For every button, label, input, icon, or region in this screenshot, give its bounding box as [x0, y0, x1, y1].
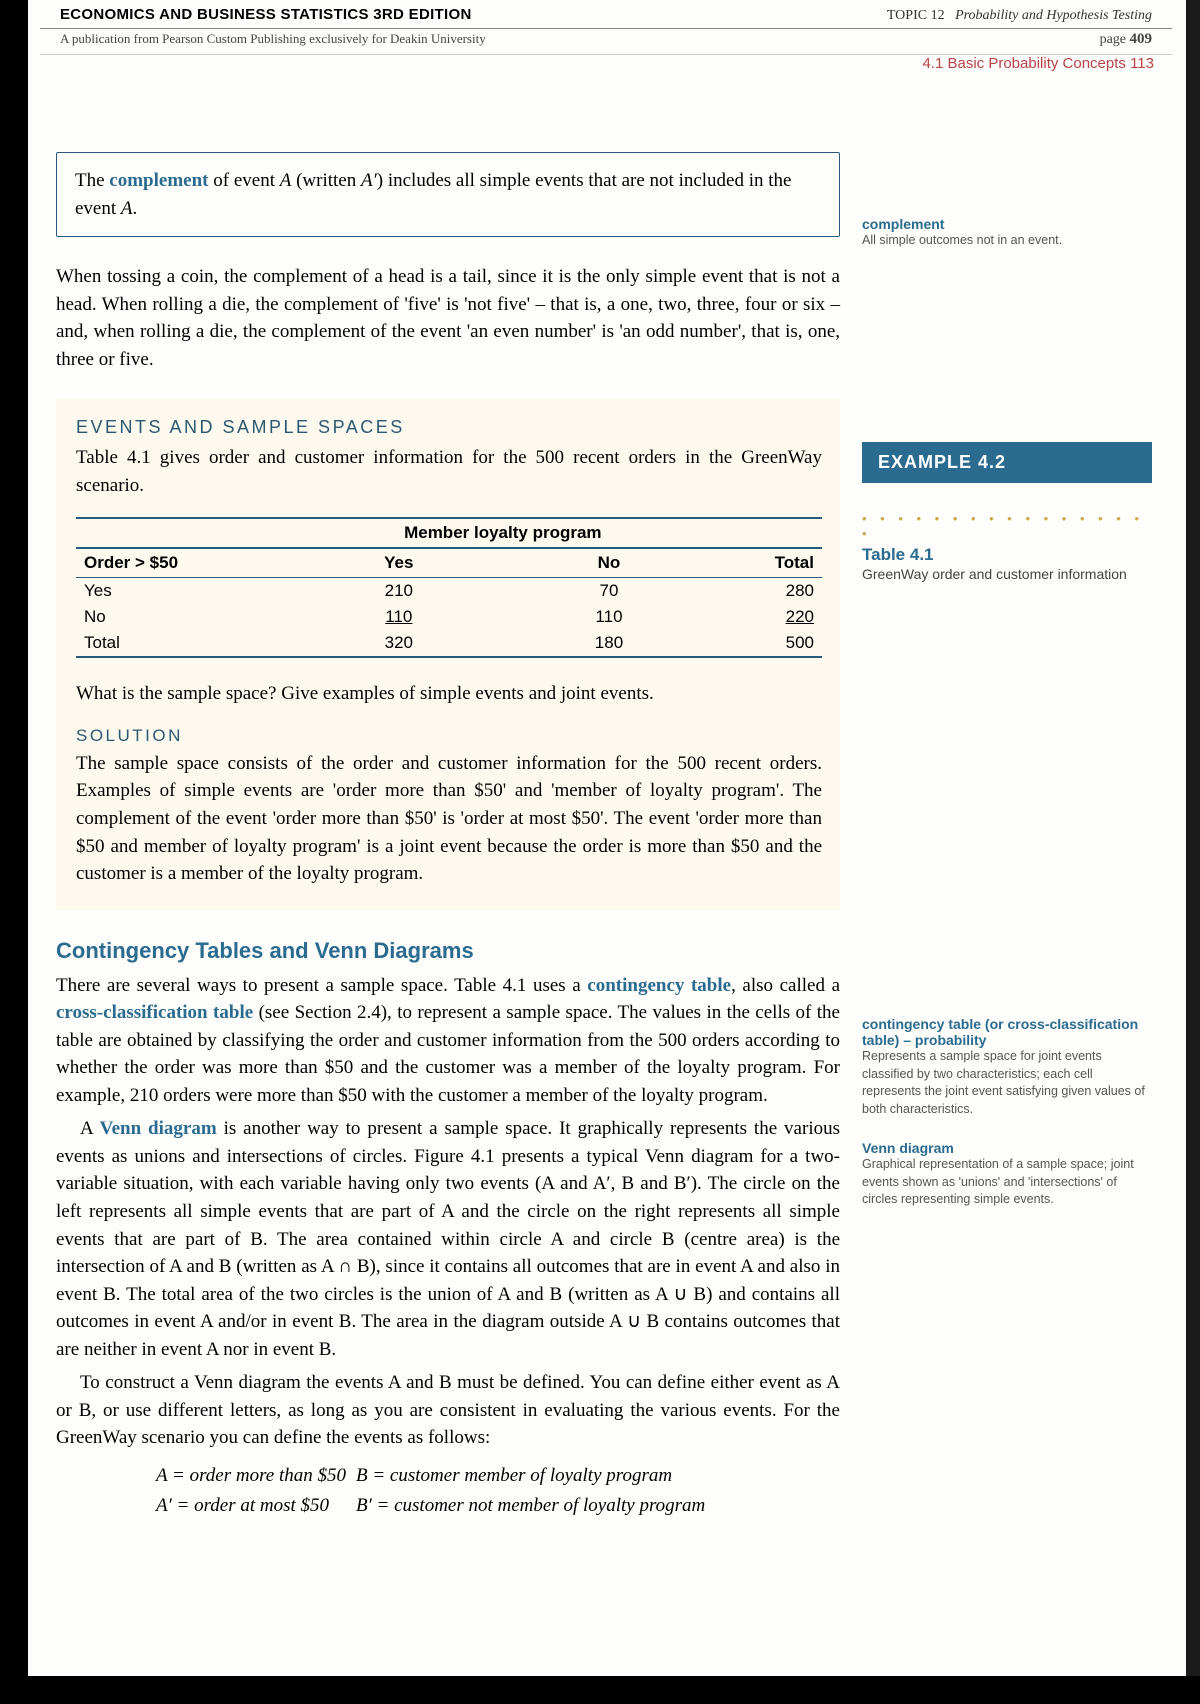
definition-box: The complement of event A (written A′) i… [56, 152, 840, 237]
main-column: The complement of event A (written A′) i… [56, 152, 840, 1523]
page-indicator: page 409 [1100, 31, 1152, 48]
table-row: Yes 210 70 280 [76, 578, 822, 605]
event-definitions: A = order more than $50 B = customer mem… [56, 1462, 840, 1521]
example-heading: EVENTS AND SAMPLE SPACES [76, 417, 822, 438]
example-intro: Table 4.1 gives order and customer infor… [76, 444, 822, 499]
def-B-prime: B′ = customer not member of loyalty prog… [356, 1492, 840, 1521]
table-header-row: Order > $50 Yes No Total [76, 548, 822, 578]
margin-def: All simple outcomes not in an event. [862, 232, 1152, 250]
col-total: Total [713, 548, 822, 578]
table-superheader: Member loyalty program [293, 518, 713, 548]
row-header-label: Order > $50 [76, 548, 293, 578]
running-subheader: A publication from Pearson Custom Publis… [40, 29, 1172, 55]
table-superheader-row: Member loyalty program [76, 518, 822, 548]
page-label: page [1100, 32, 1126, 47]
term-contingency-table: contingency table [587, 975, 731, 996]
construct-venn-para: To construct a Venn diagram the events A… [56, 1369, 840, 1452]
para-coin-example: When tossing a coin, the complement of a… [56, 263, 840, 373]
example-block: EVENTS AND SAMPLE SPACES Table 4.1 gives… [56, 399, 840, 909]
table-row: No 110 110 220 [76, 604, 822, 630]
margin-table-caption: Table 4.1 GreenWay order and customer in… [862, 545, 1152, 585]
term-cross-classification-table: cross-classification table [56, 1002, 253, 1023]
margin-def: Represents a sample space for joint even… [862, 1048, 1152, 1118]
page: ECONOMICS AND BUSINESS STATISTICS 3RD ED… [0, 0, 1200, 1704]
margin-term: complement [862, 216, 1152, 232]
topic-prefix: TOPIC 12 [887, 8, 945, 23]
example-badge: EXAMPLE 4.2 [862, 442, 1152, 483]
scan-edge-right [1186, 0, 1200, 1704]
margin-term: contingency table (or cross-classificati… [862, 1016, 1152, 1048]
def-B: B = customer member of loyalty program [356, 1462, 840, 1491]
topic-line: TOPIC 12 Probability and Hypothesis Test… [887, 8, 1152, 24]
margin-def-contingency: contingency table (or cross-classificati… [862, 1016, 1152, 1118]
table-caption: GreenWay order and customer information [862, 565, 1152, 585]
margin-def-complement: complement All simple outcomes not in an… [862, 216, 1152, 250]
contingency-para: There are several ways to present a samp… [56, 972, 840, 1110]
subsection-title: Contingency Tables and Venn Diagrams [56, 938, 840, 964]
term-venn-diagram: Venn diagram [100, 1118, 217, 1139]
scan-edge-left [0, 0, 28, 1704]
venn-para: A Venn diagram is another way to present… [56, 1115, 840, 1363]
solution-heading: SOLUTION [76, 726, 822, 746]
solution-text: The sample space consists of the order a… [76, 750, 822, 888]
col-no: No [505, 548, 713, 578]
decorative-dots: • • • • • • • • • • • • • • • • • [862, 511, 1152, 541]
table-label: Table 4.1 [862, 545, 1152, 565]
def-A-prime: A′ = order at most $50 [56, 1492, 356, 1521]
contingency-table: Member loyalty program Order > $50 Yes N… [76, 517, 822, 658]
page-number: 409 [1130, 31, 1153, 47]
def-A: A = order more than $50 [56, 1462, 356, 1491]
margin-def: Graphical representation of a sample spa… [862, 1156, 1152, 1209]
sidebar-column: complement All simple outcomes not in an… [862, 152, 1152, 1523]
margin-term: Venn diagram [862, 1140, 1152, 1156]
section-header: 4.1 Basic Probability Concepts 113 [0, 55, 1154, 72]
topic-title: Probability and Hypothesis Testing [955, 8, 1152, 23]
running-header: ECONOMICS AND BUSINESS STATISTICS 3RD ED… [40, 0, 1172, 29]
example-question: What is the sample space? Give examples … [76, 680, 822, 708]
table-row: Total 320 180 500 [76, 630, 822, 657]
content-columns: The complement of event A (written A′) i… [56, 116, 1166, 1523]
scan-edge-bottom [0, 1676, 1200, 1704]
book-title: ECONOMICS AND BUSINESS STATISTICS 3RD ED… [60, 6, 472, 23]
col-yes: Yes [293, 548, 505, 578]
term-complement: complement [109, 170, 208, 191]
margin-def-venn: Venn diagram Graphical representation of… [862, 1140, 1152, 1209]
publisher-line: A publication from Pearson Custom Publis… [60, 31, 486, 48]
